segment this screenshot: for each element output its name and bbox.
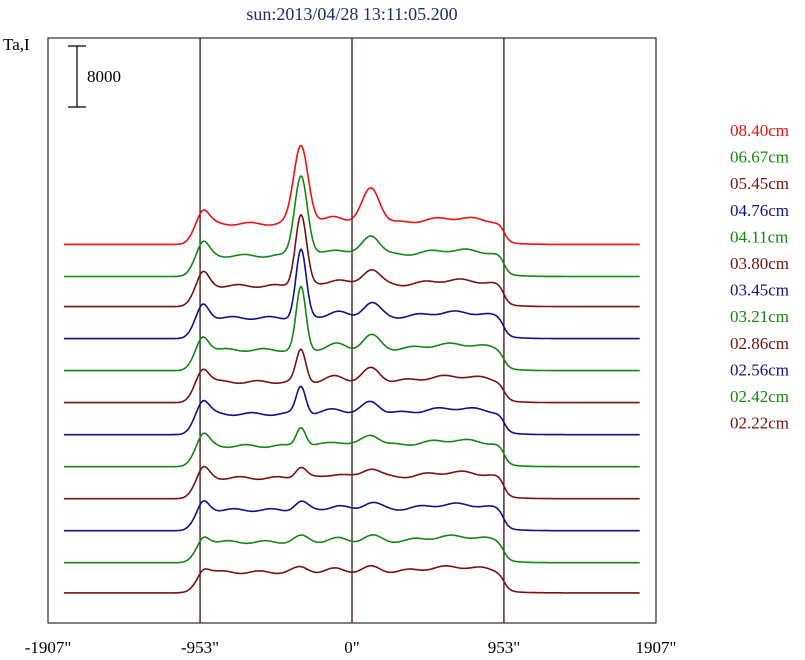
legend-entry-10: 02.42cm (730, 387, 789, 406)
legend-entry-7: 03.21cm (730, 307, 789, 326)
chart-title: sun:2013/04/28 13:11:05.200 (246, 4, 457, 24)
scale-bar-label: 8000 (87, 67, 121, 86)
series-line-03.45cm (63, 385, 640, 436)
legend-entry-4: 04.11cm (730, 227, 788, 246)
y-axis-label: Ta,I (3, 35, 30, 54)
series-line-02.22cm (63, 565, 640, 594)
legend-entry-1: 06.67cm (730, 148, 789, 167)
legend-entry-6: 03.45cm (730, 281, 789, 300)
legend-entry-5: 03.80cm (730, 254, 789, 273)
legend-entry-2: 05.45cm (730, 174, 789, 193)
series-line-08.40cm (63, 144, 640, 246)
series-line-02.86cm (63, 465, 640, 500)
series-line-04.11cm (63, 285, 640, 372)
series-line-04.76cm (63, 248, 640, 340)
x-tick-label-4: 1907" (636, 638, 677, 657)
legend-entry-3: 04.76cm (730, 201, 789, 220)
legend-entry-9: 02.56cm (730, 360, 789, 379)
series-line-02.42cm (63, 533, 640, 564)
x-tick-label-2: 0" (344, 638, 359, 657)
scale-bar: 8000 (68, 45, 121, 108)
series-line-02.56cm (63, 500, 640, 532)
legend-entry-11: 02.22cm (730, 414, 789, 433)
series-line-03.80cm (63, 348, 640, 404)
x-tick-label-0: -1907" (25, 638, 72, 657)
legend-entry-8: 02.86cm (730, 334, 789, 353)
series-line-06.67cm (63, 175, 640, 278)
legend-entry-0: 08.40cm (730, 121, 789, 140)
x-tick-label-1: -953" (181, 638, 219, 657)
x-tick-label-3: 953" (488, 638, 520, 657)
series-line-05.45cm (63, 213, 640, 308)
series-line-03.21cm (63, 426, 640, 468)
